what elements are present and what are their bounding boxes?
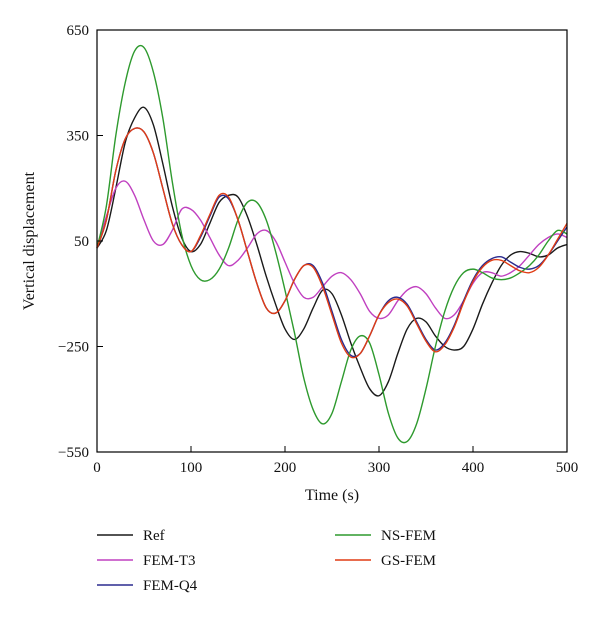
y-tick-label: 50: [74, 234, 89, 250]
x-tick-label: 500: [556, 460, 579, 476]
x-tick-label: 200: [274, 460, 297, 476]
x-tick-label: 300: [368, 460, 391, 476]
x-tick-label: 400: [462, 460, 485, 476]
legend-label: FEM-T3: [143, 553, 196, 569]
y-tick-label: −550: [58, 445, 89, 461]
legend-label: Ref: [143, 528, 165, 544]
y-tick-label: 350: [67, 129, 90, 145]
plot-area-frame: [96, 29, 568, 453]
series-line-ref: [96, 106, 568, 397]
legend-label: GS-FEM: [381, 553, 436, 569]
y-tick-label: −250: [58, 340, 89, 356]
x-tick-label: 0: [93, 460, 101, 476]
legend-label: NS-FEM: [381, 528, 436, 544]
y-tick-label: 650: [67, 23, 90, 39]
series-line-ns-fem: [96, 44, 568, 444]
series-line-fem-q4: [96, 127, 568, 358]
series-line-gs-fem: [96, 127, 568, 359]
y-axis-title: Vertical displacement: [21, 171, 38, 310]
series-layer: [96, 44, 568, 444]
series-line-fem-t3: [96, 180, 568, 320]
legend: Ref FEM-T3 FEM-Q4 NS-FEM GS-FEM: [97, 528, 436, 594]
axis-ticks: 0 100 200 300 400 500 −550 −250 50 350 650: [58, 23, 578, 476]
x-tick-label: 100: [180, 460, 203, 476]
x-axis-title: Time (s): [305, 487, 359, 504]
legend-label: FEM-Q4: [143, 578, 198, 594]
